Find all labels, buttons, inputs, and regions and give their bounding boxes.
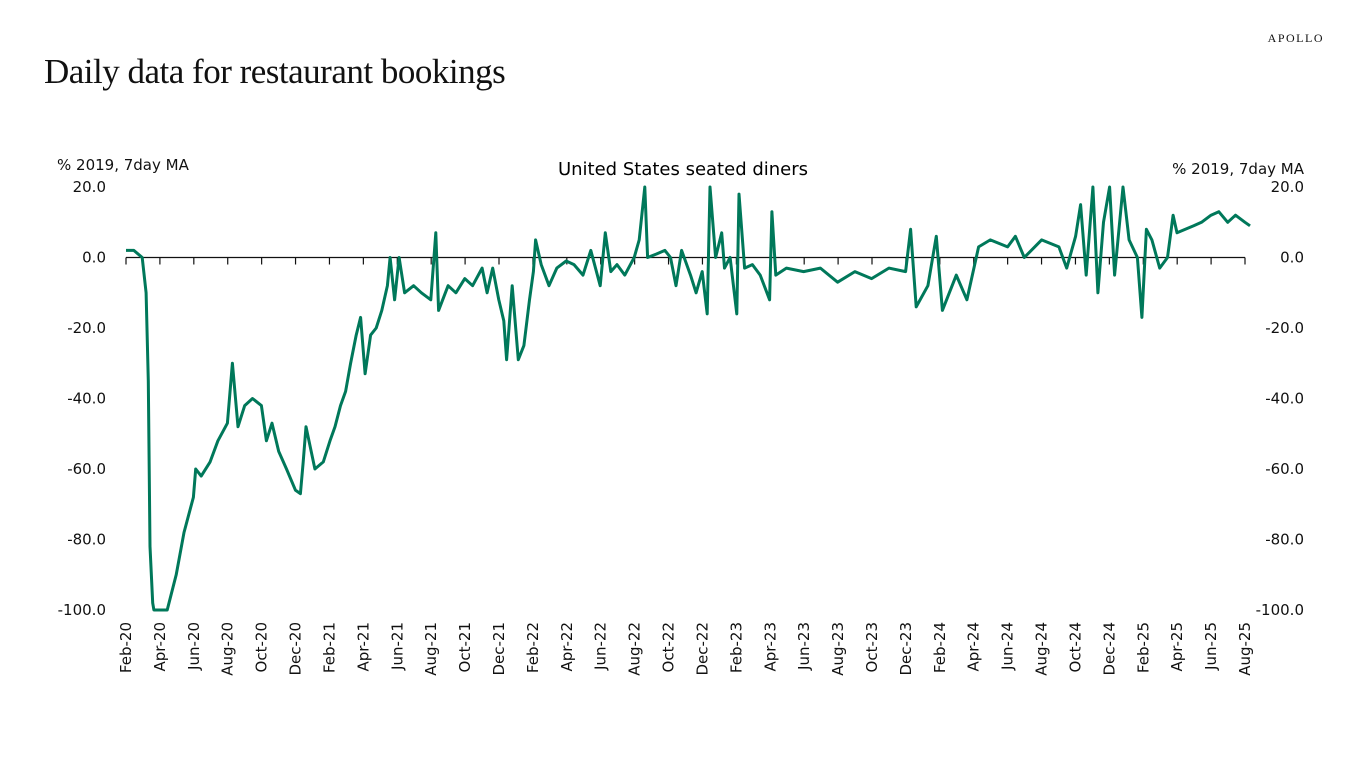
y-tick-label-right: -80.0 xyxy=(1265,531,1304,549)
x-tick-label: Jun-22 xyxy=(592,622,610,671)
y-tick-label-right: 0.0 xyxy=(1280,249,1304,267)
y-tick-label-right: -20.0 xyxy=(1265,319,1304,337)
x-tick-label: Jun-25 xyxy=(1202,622,1220,671)
x-tick-label: Feb-20 xyxy=(117,622,135,673)
x-tick-label: Aug-23 xyxy=(829,622,847,676)
x-tick-label: Oct-21 xyxy=(456,622,474,672)
x-tick-label: Jun-23 xyxy=(795,622,813,671)
x-tick-label: Dec-23 xyxy=(897,622,915,676)
x-tick-label: Jun-20 xyxy=(185,622,203,671)
x-tick-label: Aug-25 xyxy=(1236,622,1254,676)
y-tick-label-left: -100.0 xyxy=(58,601,106,619)
x-tick-label: Feb-24 xyxy=(931,622,949,673)
x-tick-label: Feb-25 xyxy=(1134,622,1152,673)
apollo-logo: APOLLO xyxy=(1267,31,1324,45)
page-title: Daily data for restaurant bookings xyxy=(44,52,506,91)
x-tick-label: Jun-21 xyxy=(388,622,406,671)
y-axis-label-right: % 2019, 7day MA xyxy=(1172,160,1305,178)
x-tick-label: Oct-22 xyxy=(660,622,678,672)
x-tick-label: Feb-23 xyxy=(727,622,745,673)
x-tick-label: Apr-21 xyxy=(354,622,372,672)
x-tick-label: Aug-21 xyxy=(422,622,440,676)
x-tick-label: Dec-20 xyxy=(287,622,305,676)
series-line-seated-diners xyxy=(126,185,1251,612)
x-tick-label: Oct-23 xyxy=(863,622,881,672)
x-tick-label: Dec-24 xyxy=(1100,622,1118,676)
x-tick-label: Oct-24 xyxy=(1066,622,1084,672)
x-tick-label: Dec-21 xyxy=(490,622,508,676)
x-tick-label: Apr-23 xyxy=(761,622,779,672)
x-tick-label: Apr-25 xyxy=(1168,622,1186,672)
y-tick-label-left: -20.0 xyxy=(67,319,106,337)
y-tick-label-left: 0.0 xyxy=(82,249,106,267)
x-tick-label: Feb-22 xyxy=(524,622,542,673)
y-tick-label-left: 20.0 xyxy=(73,178,106,196)
y-tick-label-left: -60.0 xyxy=(67,460,106,478)
y-tick-label-left: -80.0 xyxy=(67,531,106,549)
x-tick-label: Apr-22 xyxy=(558,622,576,672)
x-tick-label: Oct-20 xyxy=(253,622,271,672)
y-tick-label-right: -40.0 xyxy=(1265,390,1304,408)
x-tick-label: Aug-24 xyxy=(1033,622,1051,676)
y-axis-label-left: % 2019, 7day MA xyxy=(57,156,190,174)
x-tick-label: Apr-20 xyxy=(151,622,169,672)
y-tick-label-right: 20.0 xyxy=(1271,178,1304,196)
x-tick-label: Dec-22 xyxy=(693,622,711,676)
chart-title: United States seated diners xyxy=(558,159,808,180)
x-tick-label: Aug-22 xyxy=(626,622,644,676)
y-tick-label-right: -100.0 xyxy=(1256,601,1304,619)
x-tick-label: Aug-20 xyxy=(219,622,237,676)
x-tick-label: Apr-24 xyxy=(965,622,983,672)
y-tick-label-left: -40.0 xyxy=(67,390,106,408)
x-tick-label: Jun-24 xyxy=(999,622,1017,671)
x-tick-label: Feb-21 xyxy=(320,622,338,673)
y-tick-label-right: -60.0 xyxy=(1265,460,1304,478)
